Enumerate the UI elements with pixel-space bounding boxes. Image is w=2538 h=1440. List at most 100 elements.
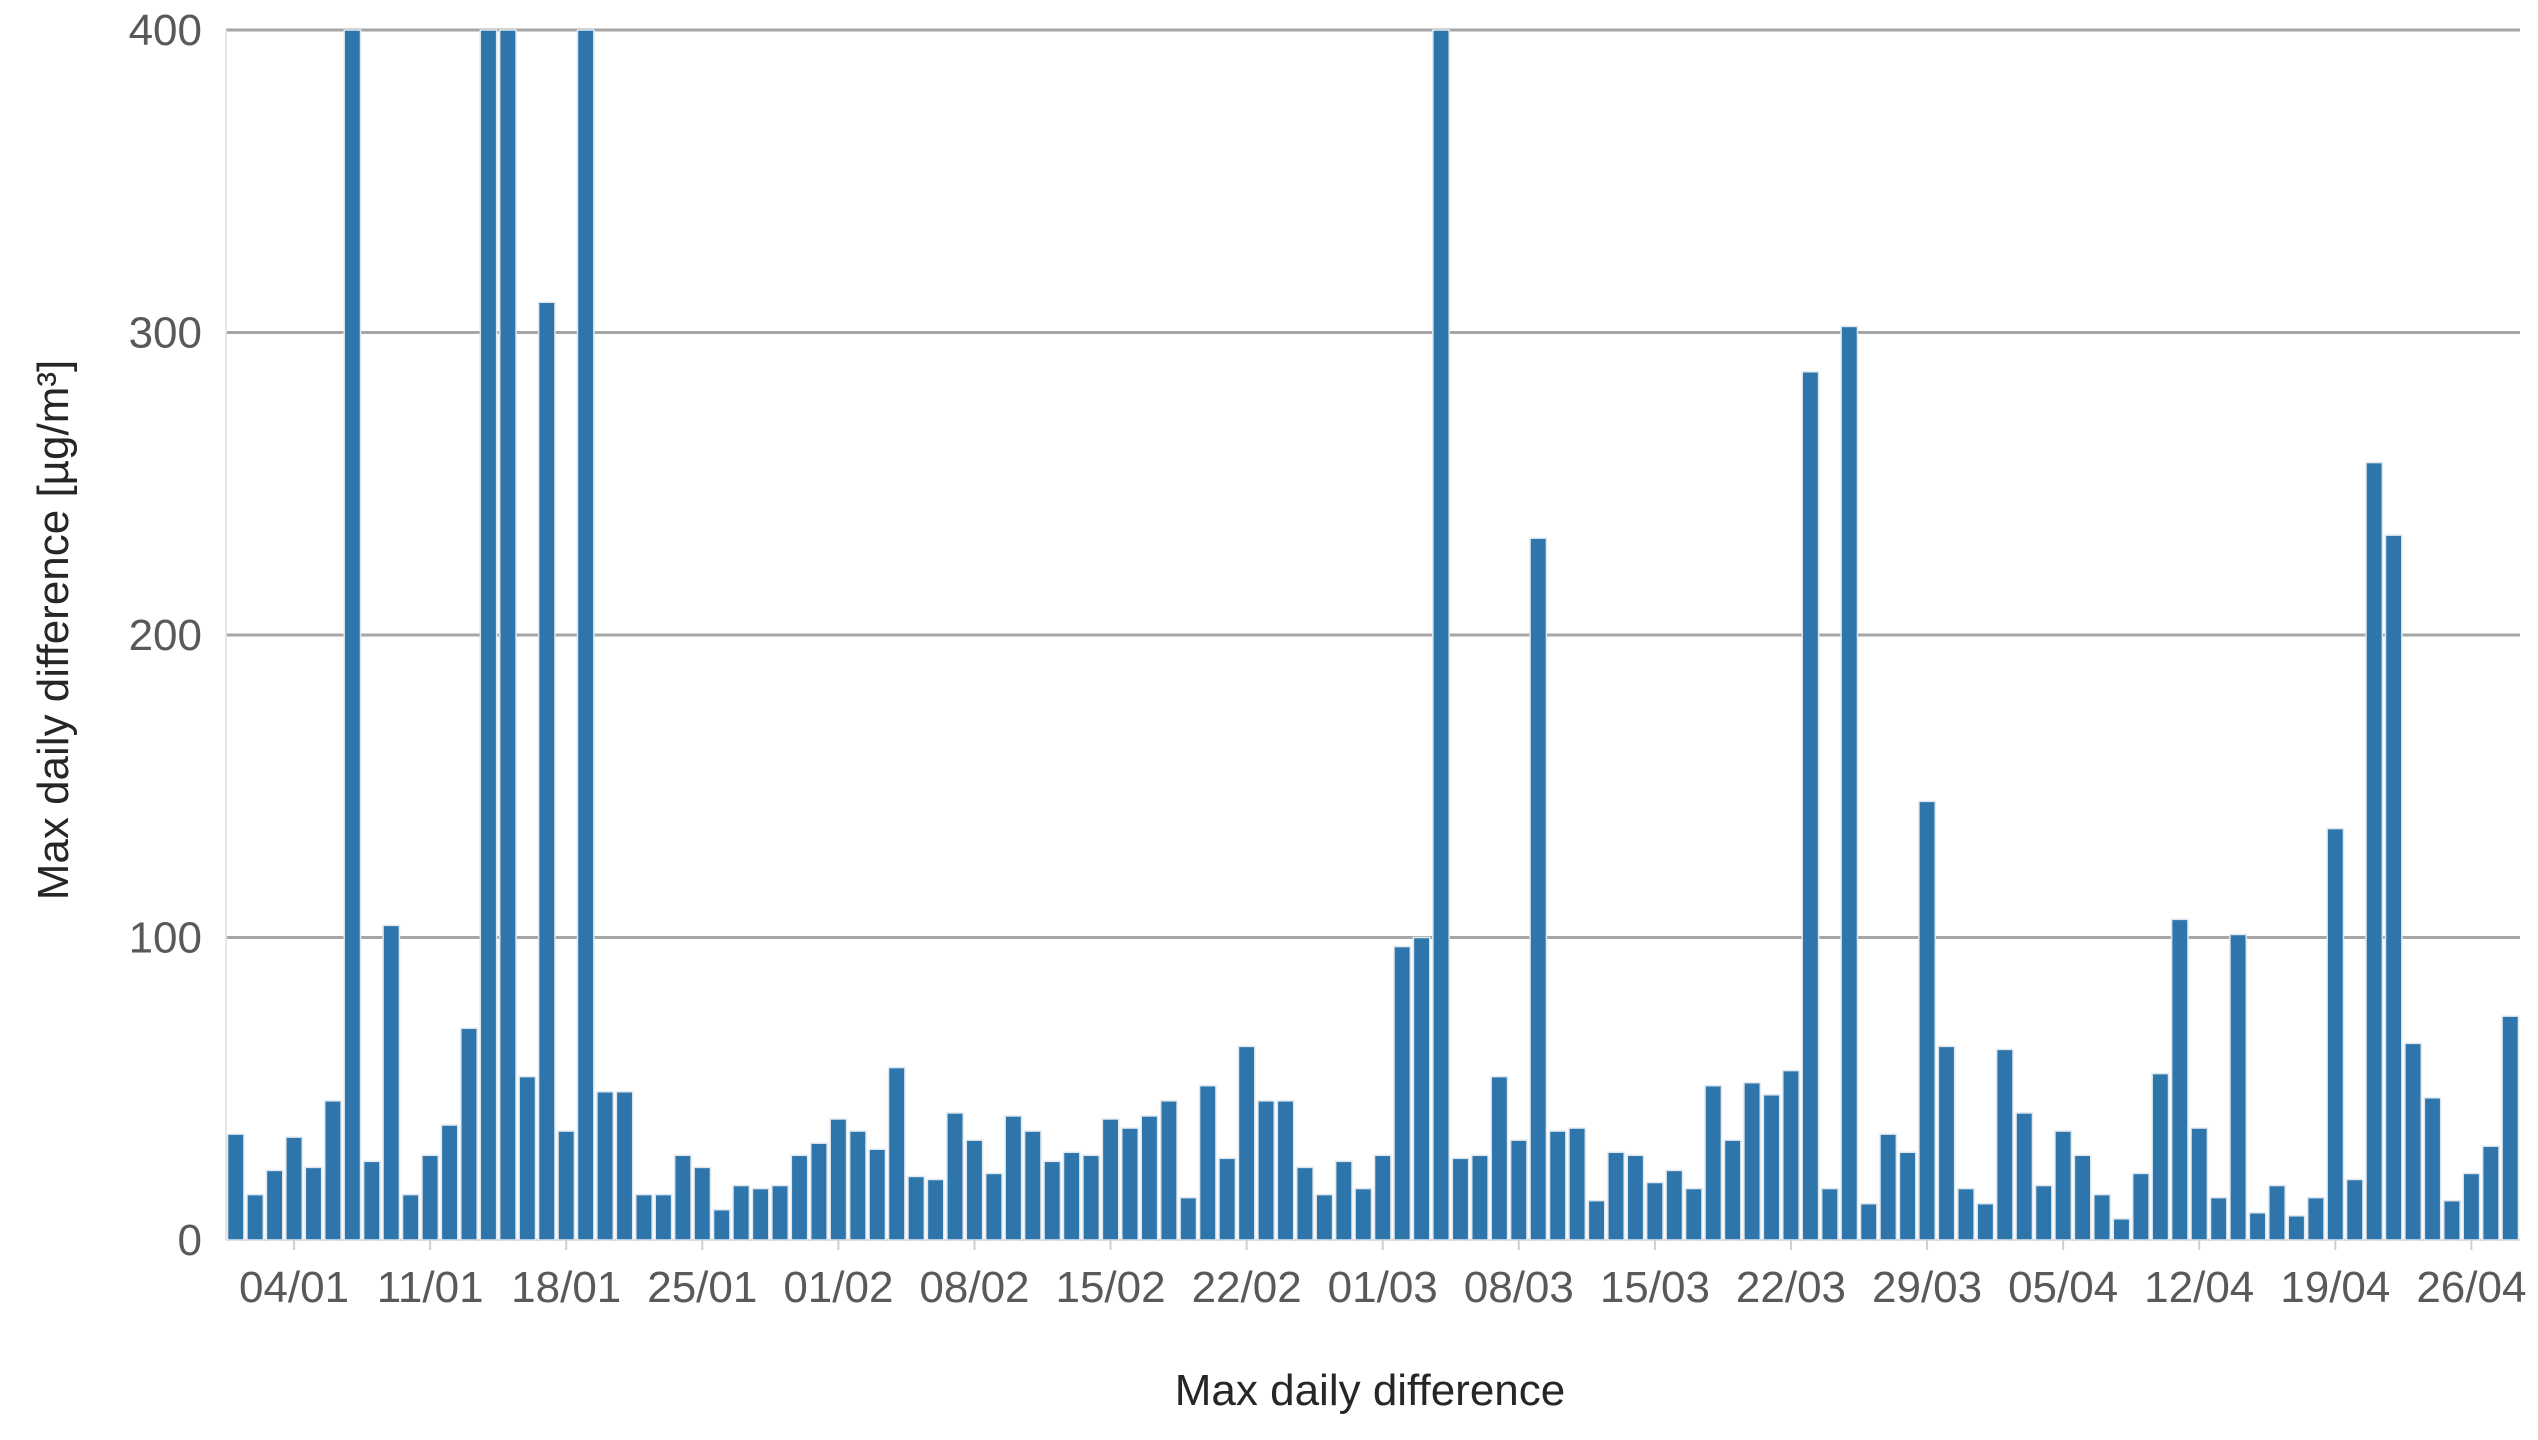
bar (1451, 1157, 1470, 1241)
bar (265, 1169, 284, 1241)
bar (2151, 1072, 2170, 1241)
bar (1198, 1084, 1217, 1241)
x-axis-title: Max daily difference (1175, 1366, 1566, 1415)
bar (1879, 1133, 1898, 1241)
bar (2209, 1196, 2228, 1241)
bar (2462, 1172, 2481, 1241)
x-tick-label: 08/03 (1464, 1263, 1574, 1312)
bar (2501, 1015, 2520, 1241)
bar (1082, 1154, 1101, 1241)
bar (304, 1166, 323, 1241)
bar (926, 1178, 945, 1241)
bar (712, 1209, 731, 1241)
x-tick-label: 22/03 (1736, 1263, 1846, 1312)
bar (1509, 1139, 1528, 1241)
bar (2170, 918, 2189, 1241)
bar (1529, 537, 1548, 1241)
bar (1062, 1151, 1081, 1241)
bar (1587, 1199, 1606, 1241)
bar (1937, 1045, 1956, 1241)
bar (2268, 1184, 2286, 1241)
bar (1568, 1127, 1587, 1241)
bar (2384, 534, 2403, 1241)
bar (635, 1193, 653, 1241)
bar (1471, 1154, 1489, 1241)
bar (518, 1075, 537, 1241)
bar (887, 1066, 906, 1241)
bar (1004, 1115, 1023, 1241)
bar (2481, 1145, 2500, 1241)
bar (382, 924, 401, 1241)
bar (829, 1118, 848, 1241)
bar (1898, 1151, 1917, 1241)
bar (693, 1166, 712, 1241)
bar (1957, 1187, 1975, 1241)
bar (790, 1154, 809, 1241)
x-tick-label: 05/04 (2008, 1263, 2118, 1312)
bar (2306, 1196, 2325, 1241)
bar (2404, 1042, 2422, 1241)
x-tick-label: 15/03 (1600, 1263, 1710, 1312)
bar (868, 1148, 887, 1241)
bar (537, 301, 556, 1241)
x-tick-label: 29/03 (1872, 1263, 1982, 1312)
bar (1393, 945, 1412, 1241)
bar (1218, 1157, 1237, 1241)
bar (1296, 1166, 1314, 1241)
bar (460, 1027, 478, 1241)
x-tick-label: 15/02 (1055, 1263, 1165, 1312)
bar (965, 1139, 984, 1241)
bar (2345, 1178, 2364, 1241)
bar (1645, 1181, 1664, 1241)
bar (1626, 1154, 1645, 1241)
bar (285, 1136, 303, 1241)
bar (479, 29, 498, 1241)
bar (1140, 1115, 1159, 1241)
bar (1665, 1169, 1684, 1241)
bar (1237, 1045, 1256, 1241)
bar (1179, 1196, 1198, 1241)
bar (2229, 933, 2248, 1241)
bar (1704, 1084, 1723, 1241)
bar (2073, 1154, 2092, 1241)
bar (1976, 1202, 1995, 1241)
bar (2326, 827, 2345, 1241)
bar (1918, 800, 1936, 1241)
bar (1743, 1081, 1762, 1241)
bar (1257, 1100, 1275, 1241)
bar (498, 29, 517, 1241)
bar (1782, 1069, 1800, 1241)
bar (751, 1187, 770, 1241)
bar (946, 1112, 964, 1241)
x-tick-label: 18/01 (511, 1263, 621, 1312)
y-tick-labels: 0 100 200 300 400 (129, 6, 202, 1265)
bar (1762, 1094, 1781, 1241)
bar (2443, 1199, 2461, 1241)
x-tick-label: 08/02 (919, 1263, 1029, 1312)
y-axis-title: Max daily difference [µg/m³] (29, 360, 78, 901)
bar (1373, 1154, 1392, 1241)
bar (654, 1193, 673, 1241)
bar (732, 1184, 751, 1241)
bar (2112, 1218, 2131, 1241)
bar (1334, 1160, 1353, 1241)
y-tick-label: 400 (129, 6, 202, 55)
bar (810, 1142, 828, 1241)
bar (1101, 1118, 1120, 1241)
bar (246, 1193, 265, 1241)
bar (907, 1175, 926, 1241)
x-tick-label: 22/02 (1192, 1263, 1302, 1312)
gridlines (225, 28, 2520, 1241)
x-tick-label: 11/01 (377, 1263, 484, 1312)
bar (2034, 1184, 2053, 1241)
x-tick-label: 26/04 (2416, 1263, 2526, 1312)
bar (1159, 1100, 1178, 1241)
bar (576, 29, 595, 1241)
bar (1276, 1100, 1295, 1241)
bar (615, 1091, 634, 1241)
y-tick-label: 0 (178, 1216, 202, 1265)
bar (1315, 1193, 1334, 1241)
bar (226, 1133, 245, 1241)
bar (984, 1172, 1003, 1241)
